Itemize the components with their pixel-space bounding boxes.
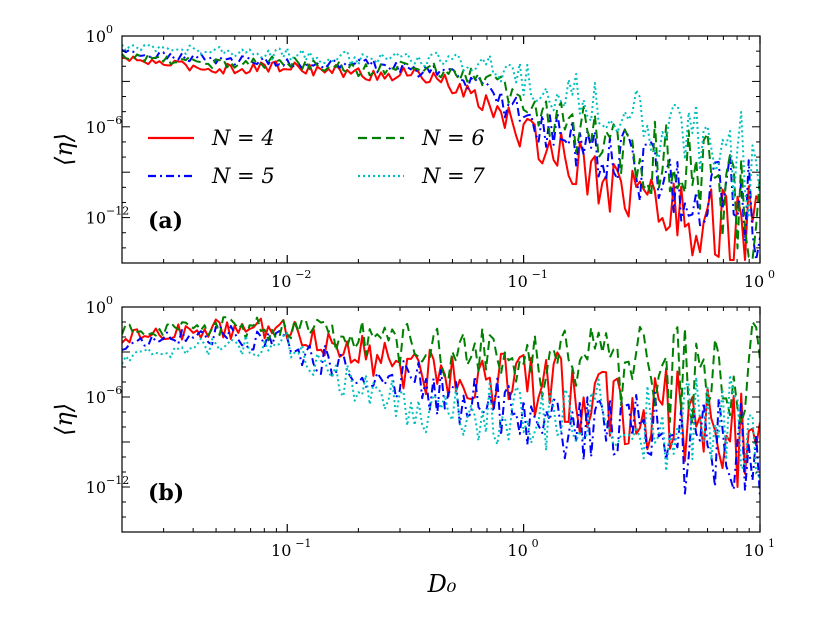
series-line-n4 xyxy=(122,317,760,488)
y-tick-exponent: −12 xyxy=(106,474,129,487)
y-tick-label: 10 xyxy=(86,388,106,407)
y-axis-label: ⟨η⟩ xyxy=(50,403,78,436)
x-tick-exponent: −1 xyxy=(532,268,548,281)
y-tick-exponent: 0 xyxy=(106,294,113,307)
series-line-n7 xyxy=(122,332,760,479)
series-line-n4 xyxy=(122,55,760,261)
legend: N = 4 N = 6 N = 5 N = 7 xyxy=(148,126,485,188)
y-tick-exponent: −12 xyxy=(106,205,129,218)
x-tick-label: 10 xyxy=(744,272,764,291)
legend-label: N = 6 xyxy=(421,126,485,150)
series-group xyxy=(122,44,760,261)
legend-label: N = 4 xyxy=(211,126,275,150)
x-tick-label: 10 xyxy=(744,541,764,560)
y-tick-label: 10 xyxy=(86,209,106,228)
series-line-n6 xyxy=(122,316,760,425)
series-line-n5 xyxy=(122,323,760,497)
plot-frame xyxy=(121,306,761,533)
x-tick-label: 10 xyxy=(507,272,527,291)
y-tick-exponent: −6 xyxy=(106,384,122,397)
legend-label: N = 5 xyxy=(211,164,275,188)
y-axis-label: ⟨η⟩ xyxy=(50,133,78,166)
x-tick-exponent: −1 xyxy=(295,537,311,550)
series-line-n7 xyxy=(122,44,760,217)
x-tick-exponent: 0 xyxy=(532,537,539,550)
x-tick-label: 10 xyxy=(507,541,527,560)
y-tick-label: 10 xyxy=(86,478,106,497)
y-tick-exponent: 0 xyxy=(106,23,113,36)
x-tick-exponent: −2 xyxy=(295,268,311,281)
y-tick-label: 10 xyxy=(86,118,106,137)
series-group xyxy=(122,316,760,497)
x-tick-exponent: 0 xyxy=(768,268,775,281)
x-tick-label: 10 xyxy=(271,541,291,560)
plot-frame xyxy=(121,35,761,264)
series-line-n6 xyxy=(122,53,760,261)
legend-label: N = 7 xyxy=(421,164,485,188)
panel-b: 10 −1 10 0 10 110 010 −610 −12⟨η⟩D₀(b) xyxy=(50,294,775,598)
y-tick-exponent: −6 xyxy=(106,114,122,127)
x-tick-label: 10 xyxy=(271,272,291,291)
y-tick-label: 10 xyxy=(86,27,106,46)
x-axis-label: D₀ xyxy=(427,570,457,598)
panel-label: (b) xyxy=(148,480,184,506)
x-tick-exponent: 1 xyxy=(768,537,775,550)
y-tick-label: 10 xyxy=(86,298,106,317)
panel-label: (a) xyxy=(148,208,183,234)
